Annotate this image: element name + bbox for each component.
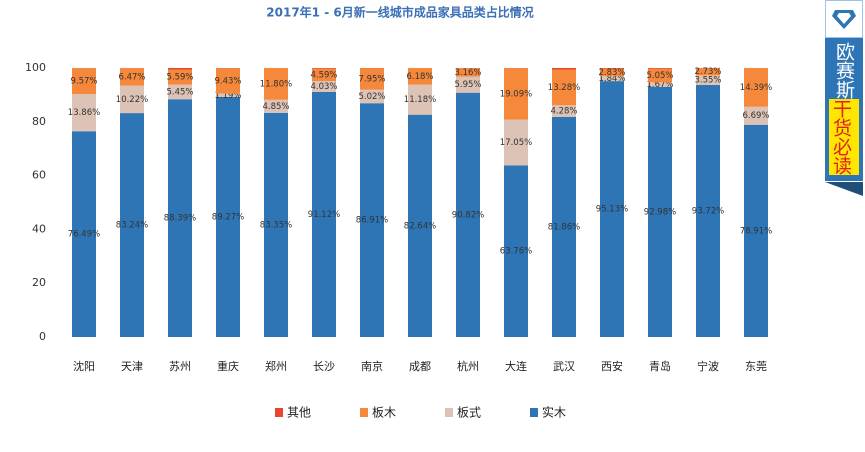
value-label: 3.16% (454, 68, 481, 78)
value-label: 81.86% (548, 222, 580, 232)
value-label: 83.24% (116, 221, 148, 231)
legend-label: 实木 (542, 405, 566, 420)
x-tick-label: 苏州 (169, 360, 191, 373)
value-label: 88.39% (164, 214, 196, 224)
x-tick-label: 南京 (361, 359, 383, 373)
x-tick-label: 重庆 (217, 359, 239, 373)
x-tick-label: 郑州 (265, 359, 287, 373)
x-tick-label: 长沙 (313, 360, 335, 373)
y-tick-label: 20 (32, 276, 46, 289)
bar-segment (600, 68, 624, 69)
value-label: 7.95% (358, 75, 385, 85)
chart-title: 2017年1 - 6月新一线城市成品家具品类占比情况 (266, 5, 533, 20)
value-label: 78.91% (740, 226, 772, 236)
value-label: 4.59% (310, 70, 337, 80)
value-label: 89.27% (212, 212, 244, 222)
side-banner: 欧赛斯 干货必读 (825, 0, 863, 245)
value-label: 90.82% (452, 210, 484, 220)
legend-swatch (275, 408, 283, 417)
value-label: 5.45% (166, 87, 193, 97)
legend-label: 板式 (457, 406, 481, 420)
value-label: 4.03% (310, 82, 337, 92)
value-label: 91.12% (308, 210, 340, 220)
x-tick-label: 天津 (121, 360, 143, 373)
value-label: 11.18% (404, 95, 436, 105)
value-label: 14.39% (740, 83, 772, 93)
value-label: 10.22% (116, 95, 148, 105)
legend-swatch (360, 408, 368, 417)
x-tick-label: 大连 (505, 359, 527, 373)
legend-swatch (530, 408, 538, 417)
value-label: 6.47% (118, 72, 145, 82)
bar-segment (168, 68, 192, 70)
value-label: 95.13% (596, 205, 628, 215)
banner-tagline: 干货必读 (829, 99, 859, 175)
value-label: 5.59% (166, 73, 193, 83)
value-label: 4.85% (262, 102, 289, 112)
value-label: 13.28% (548, 83, 580, 93)
legend-label: 其他 (287, 406, 311, 420)
value-label: 76.49% (68, 230, 100, 240)
value-label: 4.28% (550, 107, 577, 117)
value-label: 2.83% (598, 68, 625, 78)
value-label: 82.64% (404, 221, 436, 231)
y-tick-label: 80 (32, 115, 46, 128)
value-label: 13.86% (68, 108, 100, 118)
x-tick-label: 青岛 (649, 359, 671, 373)
y-tick-label: 100 (25, 61, 46, 74)
chart: 2017年1 - 6月新一线城市成品家具品类占比情况 0 20 40 60 80 100 沈… (0, 0, 820, 448)
banner-brand: 欧赛斯 (826, 42, 862, 99)
value-label: 17.05% (500, 138, 532, 148)
bar-segment (552, 68, 576, 70)
x-tick-label: 西安 (601, 359, 623, 373)
logo-icon (831, 8, 857, 30)
value-label: 63.76% (500, 247, 532, 257)
value-label: 2.73% (694, 67, 721, 77)
x-tick-label: 武汉 (553, 360, 575, 373)
value-label: 93.72% (692, 206, 724, 216)
x-tick-label: 成都 (409, 360, 431, 373)
banner-tail (825, 182, 863, 196)
value-label: 9.43% (214, 76, 241, 86)
value-label: 83.35% (260, 220, 292, 230)
logo-box (825, 0, 863, 38)
value-label: 5.02% (358, 92, 385, 102)
bar-segment (648, 68, 672, 69)
value-label: 9.57% (70, 77, 97, 87)
y-tick-label: 0 (39, 330, 46, 343)
value-label: 6.69% (742, 111, 769, 121)
y-tick-label: 40 (32, 222, 46, 235)
value-label: 5.95% (454, 80, 481, 90)
value-label: 86.91% (356, 216, 388, 226)
legend-label: 板木 (372, 406, 396, 420)
x-tick-label: 东莞 (745, 360, 767, 373)
bar-segment (312, 68, 336, 69)
x-tick-label: 沈阳 (73, 359, 95, 373)
x-tick-label: 宁波 (697, 359, 719, 373)
legend-swatch (445, 408, 453, 417)
value-label: 19.09% (500, 89, 532, 99)
value-label: 11.80% (260, 79, 292, 89)
value-label: 6.18% (406, 72, 433, 82)
y-tick-label: 60 (32, 169, 46, 182)
x-tick-label: 杭州 (457, 359, 479, 373)
banner-body: 欧赛斯 干货必读 (825, 38, 863, 181)
value-label: 92.98% (644, 207, 676, 217)
value-label: 5.05% (646, 71, 673, 81)
